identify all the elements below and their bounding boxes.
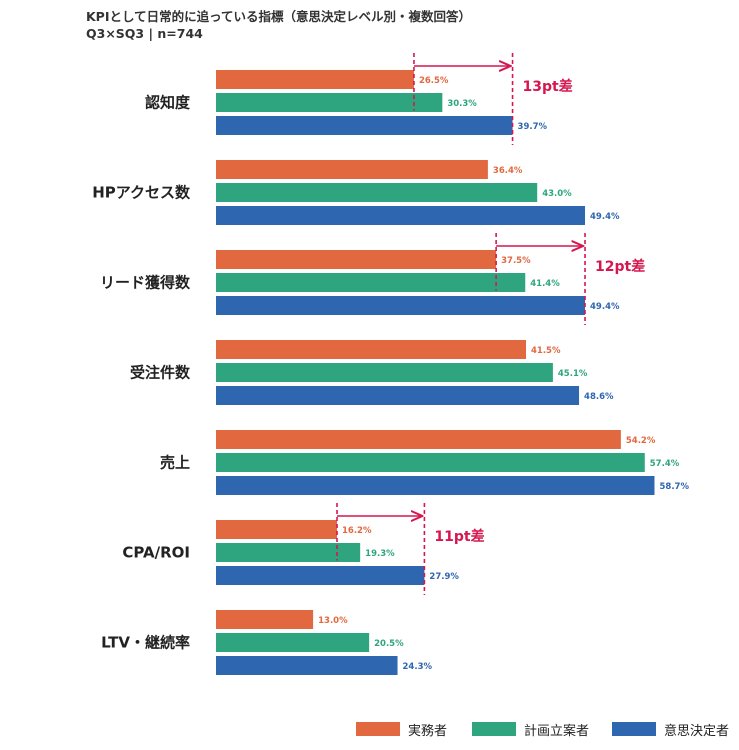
value-label-practitioner: 54.2% bbox=[626, 436, 656, 446]
value-label-practitioner: 41.5% bbox=[531, 346, 561, 356]
value-label-planner: 41.4% bbox=[530, 279, 560, 289]
value-label-practitioner: 26.5% bbox=[419, 76, 449, 86]
legend-label-planner: 計画立案者 bbox=[524, 723, 590, 739]
bar-decision-maker bbox=[216, 386, 580, 405]
value-label-decision-maker: 24.3% bbox=[403, 662, 433, 672]
annotation-label: 12pt差 bbox=[595, 258, 645, 275]
bar-decision-maker bbox=[216, 296, 586, 315]
value-label-decision-maker: 39.7% bbox=[518, 122, 548, 132]
legend-swatch-planner bbox=[472, 722, 516, 736]
annotation-label: 13pt差 bbox=[523, 78, 573, 95]
category-label: リード獲得数 bbox=[100, 274, 191, 292]
value-label-planner: 19.3% bbox=[365, 549, 395, 559]
category-label: CPA/ROI bbox=[122, 544, 190, 562]
bar-practitioner bbox=[216, 250, 497, 269]
bar-practitioner bbox=[216, 160, 488, 179]
legend-item-planner: 計画立案者 bbox=[472, 719, 589, 739]
bar-decision-maker bbox=[216, 566, 425, 585]
value-label-decision-maker: 27.9% bbox=[429, 572, 459, 582]
value-label-decision-maker: 49.4% bbox=[590, 302, 620, 312]
bar-decision-maker bbox=[216, 656, 398, 675]
legend-item-decision-maker: 意思決定者 bbox=[612, 719, 729, 739]
value-label-practitioner: 13.0% bbox=[318, 616, 348, 626]
annotation-label: 11pt差 bbox=[434, 528, 484, 545]
category-label: 売上 bbox=[160, 454, 190, 472]
value-label-planner: 30.3% bbox=[447, 99, 477, 109]
category-label: LTV・継続率 bbox=[101, 634, 190, 652]
category-label: HPアクセス数 bbox=[92, 184, 191, 202]
value-label-practitioner: 16.2% bbox=[342, 526, 372, 536]
bar-planner bbox=[216, 93, 443, 112]
bar-planner bbox=[216, 633, 370, 652]
value-label-decision-maker: 49.4% bbox=[590, 212, 620, 222]
legend-label-practitioner: 実務者 bbox=[408, 723, 448, 739]
bar-planner bbox=[216, 363, 553, 382]
bar-planner bbox=[216, 273, 526, 292]
value-label-decision-maker: 48.6% bbox=[584, 392, 614, 402]
legend-swatch-decision-maker bbox=[612, 722, 656, 736]
category-label: 受注件数 bbox=[130, 364, 191, 382]
value-label-planner: 20.5% bbox=[374, 639, 404, 649]
bar-decision-maker bbox=[216, 206, 586, 225]
value-label-planner: 57.4% bbox=[650, 459, 680, 469]
value-label-decision-maker: 58.7% bbox=[659, 482, 689, 492]
category-label: 認知度 bbox=[145, 94, 191, 112]
bar-practitioner bbox=[216, 340, 527, 359]
bar-decision-maker bbox=[216, 476, 655, 495]
value-label-practitioner: 37.5% bbox=[501, 256, 531, 266]
value-label-practitioner: 36.4% bbox=[493, 166, 523, 176]
bar-practitioner bbox=[216, 610, 314, 629]
legend-label-decision-maker: 意思決定者 bbox=[664, 723, 730, 739]
value-label-planner: 43.0% bbox=[542, 189, 572, 199]
bar-practitioner bbox=[216, 70, 414, 89]
bar-practitioner bbox=[216, 430, 621, 449]
chart-subtitle: Q3×SQ3 | n=744 bbox=[86, 26, 203, 41]
bar-planner bbox=[216, 183, 538, 202]
bar-practitioner bbox=[216, 520, 338, 539]
legend-item-practitioner: 実務者 bbox=[356, 719, 447, 739]
legend-swatch-practitioner bbox=[356, 722, 400, 736]
chart-title: KPIとして日常的に追っている指標（意思決定レベル別・複数回答） bbox=[86, 9, 471, 24]
bar-planner bbox=[216, 453, 645, 472]
bar-planner bbox=[216, 543, 361, 562]
bar-chart: 認知度 26.5% 30.3% 39.7% HPアクセス数 36.4% 43.0% 49.4%… bbox=[92, 53, 689, 675]
value-label-planner: 45.1% bbox=[558, 369, 588, 379]
bar-decision-maker bbox=[216, 116, 513, 135]
